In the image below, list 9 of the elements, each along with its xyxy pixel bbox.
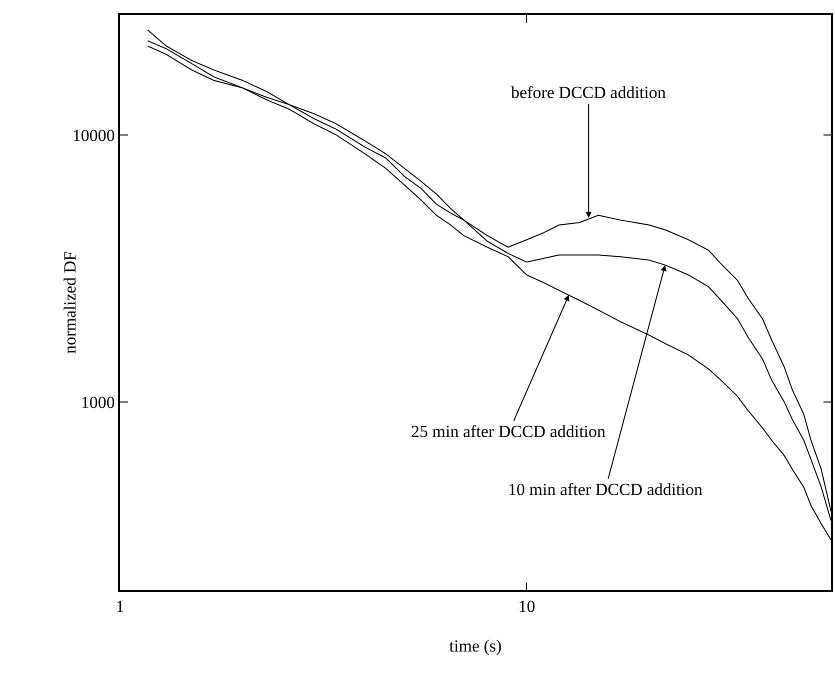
- annotation: 25 min after DCCD addition: [411, 422, 606, 441]
- annotation: 10 min after DCCD addition: [508, 480, 704, 499]
- x-axis-title: time (s): [449, 636, 502, 656]
- y-tick-label: 1000: [80, 393, 115, 412]
- y-axis-title: normalized DF: [60, 251, 80, 354]
- y-tick-label: 10000: [72, 126, 115, 145]
- x-tick-label: 10: [518, 597, 536, 616]
- x-tick-label: 1: [116, 597, 124, 616]
- annotation: before DCCD addition: [511, 83, 666, 102]
